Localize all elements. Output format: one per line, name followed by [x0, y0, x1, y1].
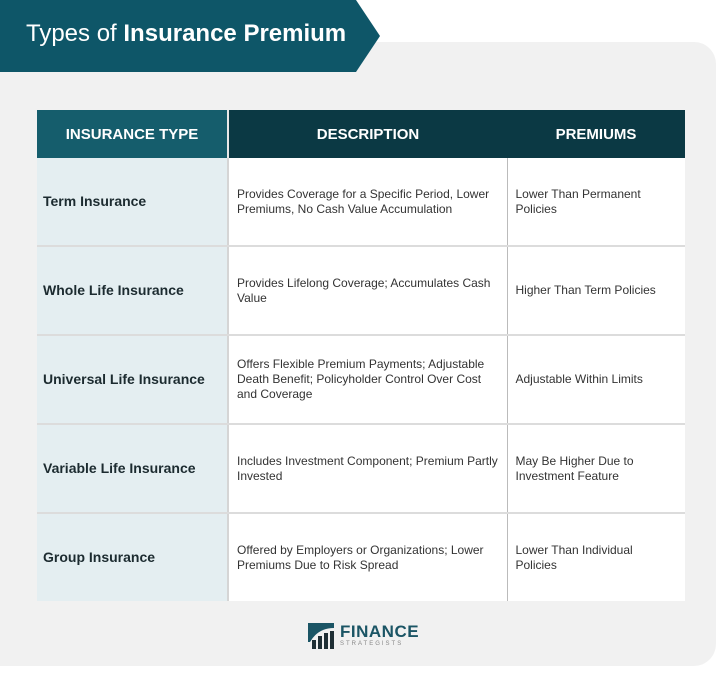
- header-insurance-type: INSURANCE TYPE: [37, 110, 229, 158]
- type-cell: Whole Life Insurance: [37, 246, 229, 336]
- description-cell: Provides Lifelong Coverage; Accumulates …: [228, 246, 508, 336]
- type-cell: Variable Life Insurance: [37, 424, 229, 514]
- logo-main-text: FINANCE: [340, 621, 420, 641]
- description-cell: Provides Coverage for a Specific Period,…: [228, 158, 508, 247]
- header-row: INSURANCE TYPE DESCRIPTION PREMIUMS: [37, 110, 685, 158]
- logo-chart-icon: [308, 623, 334, 649]
- description-cell: Offered by Employers or Organizations; L…: [228, 513, 508, 601]
- logo-sub-text: STRATEGISTS: [340, 640, 404, 647]
- table-row: Group Insurance Offered by Employers or O…: [37, 513, 685, 601]
- table-row: Variable Life Insurance Includes Investme…: [37, 424, 685, 514]
- title-prefix: Types of: [26, 20, 117, 47]
- table-row: Whole Life Insurance Provides Lifelong Co…: [37, 246, 685, 336]
- title-banner: Types of Insurance Premium: [0, 0, 380, 72]
- page-title: Types of Insurance Premium: [26, 20, 346, 48]
- header-description: DESCRIPTION: [228, 110, 507, 158]
- type-cell: Term Insurance: [37, 158, 229, 247]
- description-cell: Offers Flexible Premium Payments; Adjust…: [228, 335, 508, 425]
- header-premiums: PREMIUMS: [507, 110, 685, 158]
- title-bold: Insurance Premium: [123, 20, 347, 47]
- table-row: Universal Life Insurance Offers Flexible …: [37, 335, 685, 425]
- finance-strategists-logo: FINANCE STRATEGISTS: [306, 620, 419, 650]
- description-cell: Includes Investment Component; Premium P…: [228, 424, 508, 514]
- premiums-cell: Lower Than Individual Policies: [507, 513, 685, 601]
- type-cell: Universal Life Insurance: [37, 335, 229, 425]
- insurance-table: INSURANCE TYPE DESCRIPTION PREMIUMS Term…: [37, 110, 685, 601]
- table-row: Term Insurance Provides Coverage for a Sp…: [37, 158, 685, 247]
- type-cell: Group Insurance: [37, 513, 229, 601]
- premiums-cell: May Be Higher Due to Investment Feature: [507, 424, 685, 514]
- premiums-cell: Lower Than Permanent Policies: [507, 158, 685, 247]
- premiums-cell: Adjustable Within Limits: [507, 335, 685, 425]
- premiums-cell: Higher Than Term Policies: [507, 246, 685, 336]
